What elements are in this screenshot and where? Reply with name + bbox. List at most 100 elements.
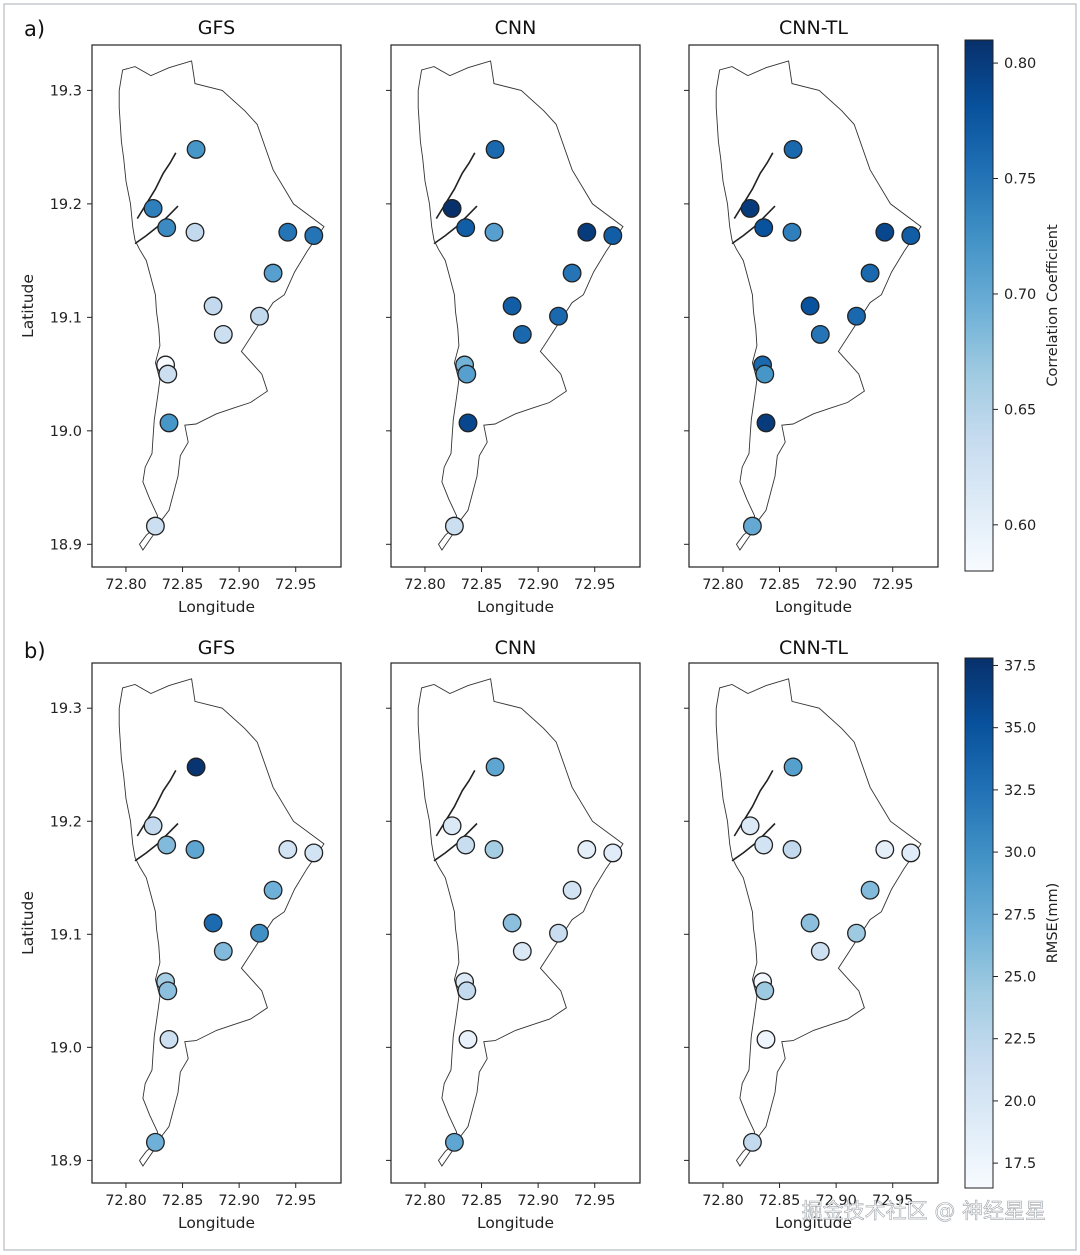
station-point-cnn-10[interactable]: [512, 941, 532, 961]
station-point-gfs-13[interactable]: [159, 413, 179, 433]
station-point-cnn-tl-7[interactable]: [860, 263, 880, 283]
x-tick-label: 72.90: [517, 1193, 559, 1209]
colorbar-tick-label: 0.60: [1004, 518, 1036, 534]
station-point-cnn-8[interactable]: [502, 913, 522, 933]
station-point-cnn-6[interactable]: [603, 843, 623, 863]
station-point-cnn-7[interactable]: [562, 263, 582, 283]
station-point-cnn-tl-14[interactable]: [742, 1132, 762, 1152]
station-point-gfs-8[interactable]: [203, 913, 223, 933]
station-point-gfs-13[interactable]: [159, 1029, 179, 1049]
station-point-cnn-14[interactable]: [444, 1132, 464, 1152]
station-point-cnn-tl-1[interactable]: [783, 139, 803, 159]
x-tick-label: 72.80: [702, 1193, 744, 1209]
colorbar: 17.5 20.0 22.5 25.0 27.5 30.0 32.5 35.0 37.5 RMSE…: [964, 657, 1061, 1189]
station-point-cnn-tl-2[interactable]: [740, 198, 760, 218]
colorbar-tick-label: 35.0: [1004, 721, 1036, 737]
station-point-gfs-2[interactable]: [143, 198, 163, 218]
station-point-cnn-3[interactable]: [456, 218, 476, 238]
station-point-cnn-tl-13[interactable]: [756, 413, 776, 433]
coastline: [715, 678, 922, 1167]
station-point-cnn-tl-10[interactable]: [810, 324, 830, 344]
coastline: [715, 60, 922, 551]
station-point-cnn-tl-8[interactable]: [800, 913, 820, 933]
station-point-gfs-9[interactable]: [250, 306, 269, 326]
y-axis-label: Latitude: [19, 274, 37, 338]
station-point-cnn-10[interactable]: [512, 324, 532, 344]
station-point-gfs-3[interactable]: [157, 218, 177, 238]
station-point-cnn-tl-8[interactable]: [800, 296, 820, 316]
station-point-gfs-14[interactable]: [145, 1132, 165, 1152]
panel-label: b): [24, 639, 46, 663]
coastline: [118, 678, 325, 1167]
station-point-cnn-tl-5[interactable]: [875, 222, 895, 242]
colorbar-tick-label: 0.75: [1004, 172, 1036, 188]
station-point-cnn-tl-14[interactable]: [742, 516, 762, 536]
station-point-cnn-tl-6[interactable]: [901, 843, 921, 863]
station-point-gfs-12[interactable]: [158, 981, 178, 1001]
x-tick-label: 72.90: [218, 1193, 260, 1209]
station-point-cnn-13[interactable]: [458, 413, 478, 433]
station-point-gfs-8[interactable]: [203, 296, 223, 316]
station-point-gfs-6[interactable]: [304, 226, 324, 246]
station-point-cnn-tl-12[interactable]: [755, 981, 775, 1001]
station-point-cnn-tl-3[interactable]: [754, 218, 774, 238]
station-point-cnn-13[interactable]: [458, 1029, 478, 1049]
station-point-cnn-9[interactable]: [549, 306, 568, 326]
station-point-gfs-4[interactable]: [185, 840, 205, 859]
station-point-cnn-7[interactable]: [562, 880, 582, 900]
station-point-cnn-3[interactable]: [456, 835, 476, 855]
station-point-gfs-10[interactable]: [213, 324, 233, 344]
station-point-cnn-tl-4[interactable]: [782, 840, 802, 859]
y-tick-label: 18.9: [50, 537, 82, 553]
station-point-cnn-tl-9[interactable]: [847, 923, 866, 943]
station-point-cnn-tl-3[interactable]: [754, 835, 774, 855]
station-point-gfs-9[interactable]: [250, 923, 269, 943]
station-point-cnn-1[interactable]: [485, 139, 505, 159]
station-point-cnn-8[interactable]: [502, 296, 522, 316]
station-point-cnn-tl-13[interactable]: [756, 1029, 776, 1049]
station-point-gfs-2[interactable]: [143, 816, 163, 836]
station-point-cnn-tl-2[interactable]: [740, 816, 760, 836]
colorbar-gradient: [964, 39, 994, 572]
colorbar-tick-label: 30.0: [1004, 845, 1036, 861]
station-point-cnn-2[interactable]: [442, 816, 462, 836]
station-point-cnn-tl-1[interactable]: [783, 757, 803, 777]
colorbar-label: RMSE(mm): [1045, 883, 1061, 964]
station-point-gfs-14[interactable]: [145, 516, 165, 536]
station-point-cnn-tl-9[interactable]: [847, 306, 866, 326]
station-point-gfs-1[interactable]: [186, 139, 206, 159]
station-point-gfs-5[interactable]: [278, 840, 298, 859]
station-point-cnn-14[interactable]: [444, 516, 464, 536]
station-point-gfs-10[interactable]: [213, 941, 233, 961]
station-point-cnn-2[interactable]: [442, 198, 462, 218]
station-point-gfs-6[interactable]: [304, 843, 324, 863]
colorbar-tick-label: 0.80: [1004, 56, 1036, 72]
station-point-cnn-tl-7[interactable]: [860, 880, 880, 900]
subplot-gfs: GFS 72.80 72.85 72.90 72.95 Longitude 18.9 19.0…: [19, 637, 342, 1232]
station-point-cnn-5[interactable]: [577, 840, 597, 859]
station-point-cnn-tl-6[interactable]: [901, 226, 921, 246]
station-point-gfs-5[interactable]: [278, 222, 298, 242]
station-point-cnn-4[interactable]: [484, 840, 504, 859]
station-point-cnn-4[interactable]: [484, 222, 504, 242]
station-point-gfs-1[interactable]: [186, 757, 206, 777]
colorbar-tick-label: 32.5: [1004, 783, 1036, 799]
station-point-cnn-9[interactable]: [549, 923, 568, 943]
station-point-gfs-7[interactable]: [263, 880, 283, 900]
station-point-gfs-12[interactable]: [158, 364, 178, 384]
station-point-cnn-12[interactable]: [457, 364, 477, 384]
station-point-cnn-1[interactable]: [485, 757, 505, 777]
station-point-cnn-tl-12[interactable]: [755, 364, 775, 384]
station-point-gfs-4[interactable]: [185, 222, 205, 242]
y-axis-label: Latitude: [19, 891, 37, 955]
station-point-cnn-tl-4[interactable]: [782, 222, 802, 242]
station-point-gfs-7[interactable]: [263, 263, 283, 283]
colorbar-tick-label: 20.0: [1004, 1094, 1036, 1110]
station-point-cnn-tl-10[interactable]: [810, 941, 830, 961]
station-point-gfs-3[interactable]: [157, 835, 177, 855]
station-point-cnn-tl-5[interactable]: [875, 840, 895, 859]
station-point-cnn-12[interactable]: [457, 981, 477, 1001]
station-point-cnn-6[interactable]: [603, 226, 623, 246]
station-point-cnn-5[interactable]: [577, 222, 597, 242]
